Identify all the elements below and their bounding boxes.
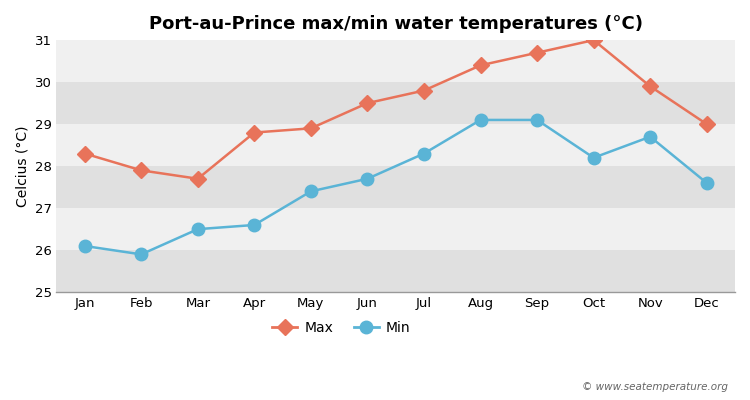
Legend: Max, Min: Max, Min bbox=[267, 316, 416, 341]
Max bbox=[419, 88, 428, 93]
Max bbox=[136, 168, 146, 173]
Max bbox=[646, 84, 655, 89]
Bar bbox=[56, 82, 735, 124]
Min bbox=[476, 118, 485, 122]
Min bbox=[250, 222, 259, 227]
Max bbox=[532, 50, 542, 55]
Min bbox=[136, 252, 146, 257]
Min bbox=[419, 151, 428, 156]
Max bbox=[363, 101, 372, 106]
Max bbox=[80, 151, 89, 156]
Min bbox=[194, 227, 202, 232]
Bar bbox=[56, 208, 735, 250]
Max bbox=[307, 126, 316, 131]
Bar bbox=[56, 124, 735, 166]
Max bbox=[476, 63, 485, 68]
Max bbox=[250, 130, 259, 135]
Bar bbox=[56, 166, 735, 208]
Min bbox=[590, 155, 598, 160]
Min bbox=[80, 244, 89, 248]
Min bbox=[307, 189, 316, 194]
Min bbox=[532, 118, 542, 122]
Text: © www.seatemperature.org: © www.seatemperature.org bbox=[581, 382, 728, 392]
Max bbox=[194, 176, 202, 181]
Bar bbox=[56, 40, 735, 82]
Line: Min: Min bbox=[79, 114, 713, 261]
Min bbox=[702, 180, 711, 185]
Title: Port-au-Prince max/min water temperatures (°C): Port-au-Prince max/min water temperature… bbox=[148, 15, 643, 33]
Line: Max: Max bbox=[80, 34, 712, 184]
Min bbox=[363, 176, 372, 181]
Bar bbox=[56, 250, 735, 292]
Max bbox=[590, 38, 598, 42]
Max bbox=[702, 122, 711, 126]
Y-axis label: Celcius (°C): Celcius (°C) bbox=[15, 125, 29, 207]
Min bbox=[646, 134, 655, 139]
